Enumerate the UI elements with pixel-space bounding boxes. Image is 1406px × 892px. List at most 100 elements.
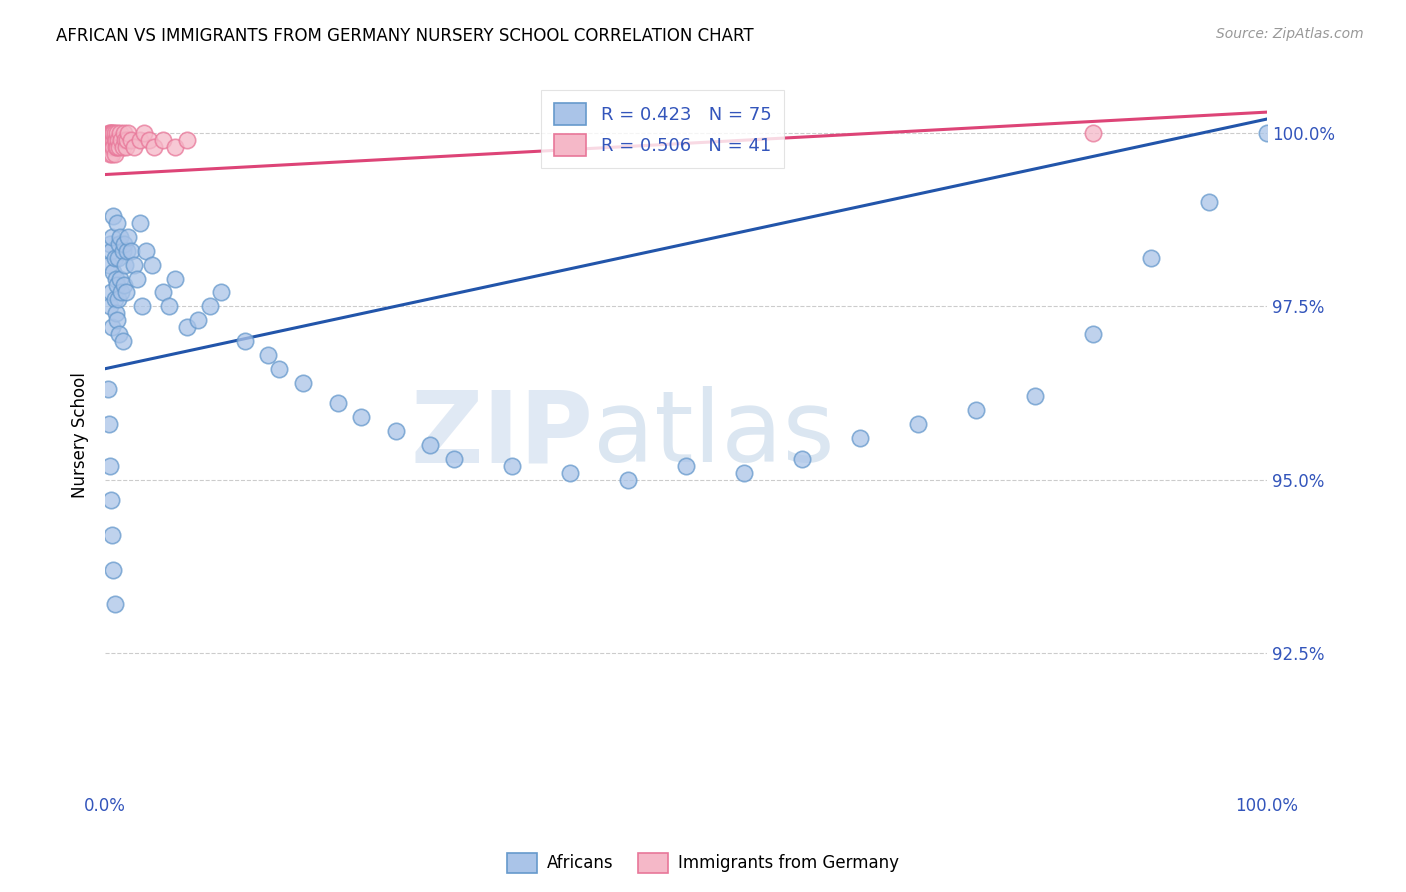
- Point: [122, 258, 145, 272]
- Point: [103, 293, 125, 307]
- Point: [1081, 126, 1104, 140]
- Point: [111, 244, 134, 258]
- Point: [111, 334, 134, 348]
- Point: [120, 133, 142, 147]
- Point: [111, 140, 134, 154]
- Y-axis label: Nursery School: Nursery School: [72, 372, 89, 498]
- Point: [326, 396, 349, 410]
- Point: [101, 126, 124, 140]
- Point: [108, 140, 131, 154]
- Point: [114, 258, 136, 272]
- Point: [103, 146, 125, 161]
- Point: [125, 271, 148, 285]
- Point: [114, 133, 136, 147]
- Point: [1256, 126, 1278, 140]
- Point: [98, 299, 121, 313]
- Point: [103, 126, 125, 140]
- Point: [97, 140, 120, 154]
- Point: [98, 458, 121, 473]
- Point: [97, 258, 120, 272]
- Point: [103, 251, 125, 265]
- Point: [112, 236, 135, 251]
- Point: [103, 140, 125, 154]
- Point: [101, 320, 124, 334]
- Text: AFRICAN VS IMMIGRANTS FROM GERMANY NURSERY SCHOOL CORRELATION CHART: AFRICAN VS IMMIGRANTS FROM GERMANY NURSE…: [56, 27, 754, 45]
- Point: [617, 473, 640, 487]
- Point: [163, 140, 186, 154]
- Point: [117, 244, 139, 258]
- Point: [101, 528, 124, 542]
- Text: Source: ZipAtlas.com: Source: ZipAtlas.com: [1216, 27, 1364, 41]
- Point: [141, 258, 163, 272]
- Point: [100, 133, 122, 147]
- Point: [152, 285, 174, 300]
- Point: [112, 126, 135, 140]
- Point: [98, 236, 121, 251]
- Point: [163, 271, 186, 285]
- Point: [107, 133, 129, 147]
- Point: [110, 285, 132, 300]
- Point: [104, 306, 127, 320]
- Point: [176, 320, 198, 334]
- Point: [100, 126, 122, 140]
- Point: [501, 458, 523, 473]
- Point: [209, 285, 232, 300]
- Point: [110, 133, 132, 147]
- Point: [269, 361, 291, 376]
- Point: [115, 140, 138, 154]
- Legend: R = 0.423   N = 75, R = 0.506   N = 41: R = 0.423 N = 75, R = 0.506 N = 41: [541, 90, 785, 169]
- Point: [1198, 195, 1220, 210]
- Point: [110, 230, 132, 244]
- Point: [384, 424, 406, 438]
- Point: [105, 216, 128, 230]
- Point: [176, 133, 198, 147]
- Text: atlas: atlas: [593, 386, 835, 483]
- Point: [733, 466, 755, 480]
- Point: [152, 133, 174, 147]
- Point: [187, 313, 209, 327]
- Legend: Africans, Immigrants from Germany: Africans, Immigrants from Germany: [501, 847, 905, 880]
- Point: [100, 244, 122, 258]
- Point: [100, 140, 122, 154]
- Point: [98, 146, 121, 161]
- Point: [96, 383, 118, 397]
- Point: [117, 133, 139, 147]
- Point: [143, 140, 166, 154]
- Point: [97, 126, 120, 140]
- Point: [443, 451, 465, 466]
- Point: [132, 126, 155, 140]
- Point: [104, 271, 127, 285]
- Point: [105, 313, 128, 327]
- Point: [104, 140, 127, 154]
- Point: [105, 278, 128, 293]
- Text: ZIP: ZIP: [411, 386, 593, 483]
- Point: [107, 251, 129, 265]
- Point: [257, 348, 280, 362]
- Point: [115, 285, 138, 300]
- Point: [792, 451, 814, 466]
- Point: [558, 466, 581, 480]
- Point: [157, 299, 180, 313]
- Point: [110, 271, 132, 285]
- Point: [233, 334, 256, 348]
- Point: [103, 563, 125, 577]
- Point: [350, 410, 373, 425]
- Point: [107, 293, 129, 307]
- Point: [129, 216, 152, 230]
- Point: [103, 133, 125, 147]
- Point: [105, 126, 128, 140]
- Point: [108, 236, 131, 251]
- Point: [138, 133, 160, 147]
- Point: [101, 230, 124, 244]
- Point: [907, 417, 929, 432]
- Point: [198, 299, 221, 313]
- Point: [120, 244, 142, 258]
- Point: [103, 126, 125, 140]
- Point: [117, 126, 139, 140]
- Point: [1139, 251, 1161, 265]
- Point: [1024, 389, 1046, 403]
- Point: [103, 264, 125, 278]
- Point: [129, 133, 152, 147]
- Point: [103, 598, 125, 612]
- Point: [98, 126, 121, 140]
